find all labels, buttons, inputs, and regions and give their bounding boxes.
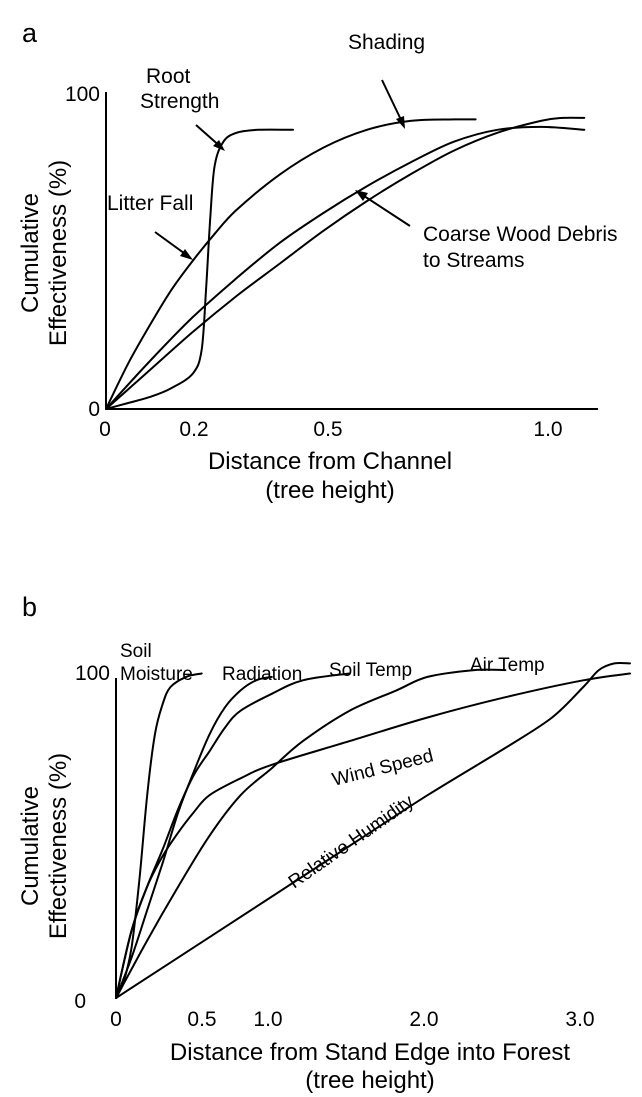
arrow-litter-fall: [154, 231, 189, 257]
panel-b-letter: b: [22, 592, 37, 622]
arrow-shading: [381, 79, 404, 125]
curve-b-relative-humidity: [115, 661, 631, 999]
label-soil-temp: Soil Temp: [329, 660, 412, 681]
curve-b-wind-speed: [115, 672, 631, 999]
label-wind-speed: Wind Speed: [330, 745, 436, 790]
panel-b-xtick-1-0: 1.0: [253, 1008, 282, 1031]
panel-b: b 100 0 0 0.5 1.0 2.0 3.0 Cumulative Eff…: [17, 592, 631, 1094]
panel-b-xlabel-line1: Distance from Stand Edge into Forest: [170, 1039, 571, 1066]
panel-b-curves: [115, 661, 631, 999]
arrowhead-litter-fall: [180, 249, 193, 260]
label-radiation: Radiation: [222, 664, 302, 685]
panel-a-ylabel-line2: Effectiveness (%): [45, 160, 72, 346]
curve-a-coarse-wood-debris-to-streams: [105, 116, 586, 410]
panel-a-xtick-0-5: 0.5: [313, 418, 342, 441]
label-air-temp: Air Temp: [470, 655, 545, 676]
arrowhead-shading: [396, 116, 405, 129]
panel-a-letter: a: [22, 18, 38, 48]
panel-a-xtick-1-0: 1.0: [533, 418, 562, 441]
curve-a-root-strength: [105, 128, 294, 410]
panel-a-curves: [105, 116, 586, 410]
arrow-coarse-wood: [360, 193, 411, 227]
panel-a-xlabel-line2: (tree height): [265, 477, 394, 504]
panel-b-xtick-2-0: 2.0: [409, 1008, 438, 1031]
panel-b-ytick-0: 0: [74, 990, 86, 1013]
panel-b-xtick-3-0: 3.0: [565, 1008, 594, 1031]
panel-b-ylabel-line2: Effectiveness (%): [45, 753, 72, 939]
curve-b-air-temp: [115, 668, 507, 999]
arrowhead-root-strength: [213, 140, 225, 151]
panel-a-ytick-100: 100: [65, 83, 100, 106]
label-soil-moisture-line2: Moisture: [120, 664, 193, 685]
label-coarse-wood-line1: Coarse Wood Debris: [423, 223, 618, 246]
curve-a-shading: [105, 125, 586, 410]
panel-b-ylabel-line1: Cumulative: [17, 786, 44, 906]
panel-b-xlabel-line2: (tree height): [305, 1067, 434, 1094]
panel-a-xlabel-line1: Distance from Channel: [208, 448, 452, 475]
label-coarse-wood-line2: to Streams: [423, 249, 525, 272]
panel-a-ylabel-line1: Cumulative: [17, 193, 44, 313]
label-shading: Shading: [348, 31, 425, 54]
curve-b-soil-moisture: [115, 672, 203, 999]
label-litter-fall: Litter Fall: [107, 192, 193, 215]
curve-b-soil-temp: [115, 672, 351, 999]
arrowhead-coarse-wood: [355, 190, 368, 201]
curve-b-radiation: [115, 675, 273, 999]
panel-a-ytick-0: 0: [88, 398, 100, 421]
panel-a-xtick-0: 0: [99, 418, 111, 441]
panel-b-xtick-0-5: 0.5: [187, 1008, 216, 1031]
panel-b-xtick-0: 0: [110, 1008, 122, 1031]
panel-a: a 100 0 0 0.2 0.5 1.0 Cumulative Effecti…: [17, 18, 618, 504]
curve-a-litter-fall: [105, 118, 477, 410]
panel-a-xtick-0-2: 0.2: [179, 418, 208, 441]
label-soil-moisture-line1: Soil: [120, 641, 152, 662]
label-relative-humidity: Relative Humidity: [285, 791, 419, 893]
label-root-strength-line2: Strength: [140, 90, 219, 113]
panel-b-ytick-100: 100: [75, 662, 110, 685]
label-root-strength-line1: Root: [146, 65, 191, 88]
